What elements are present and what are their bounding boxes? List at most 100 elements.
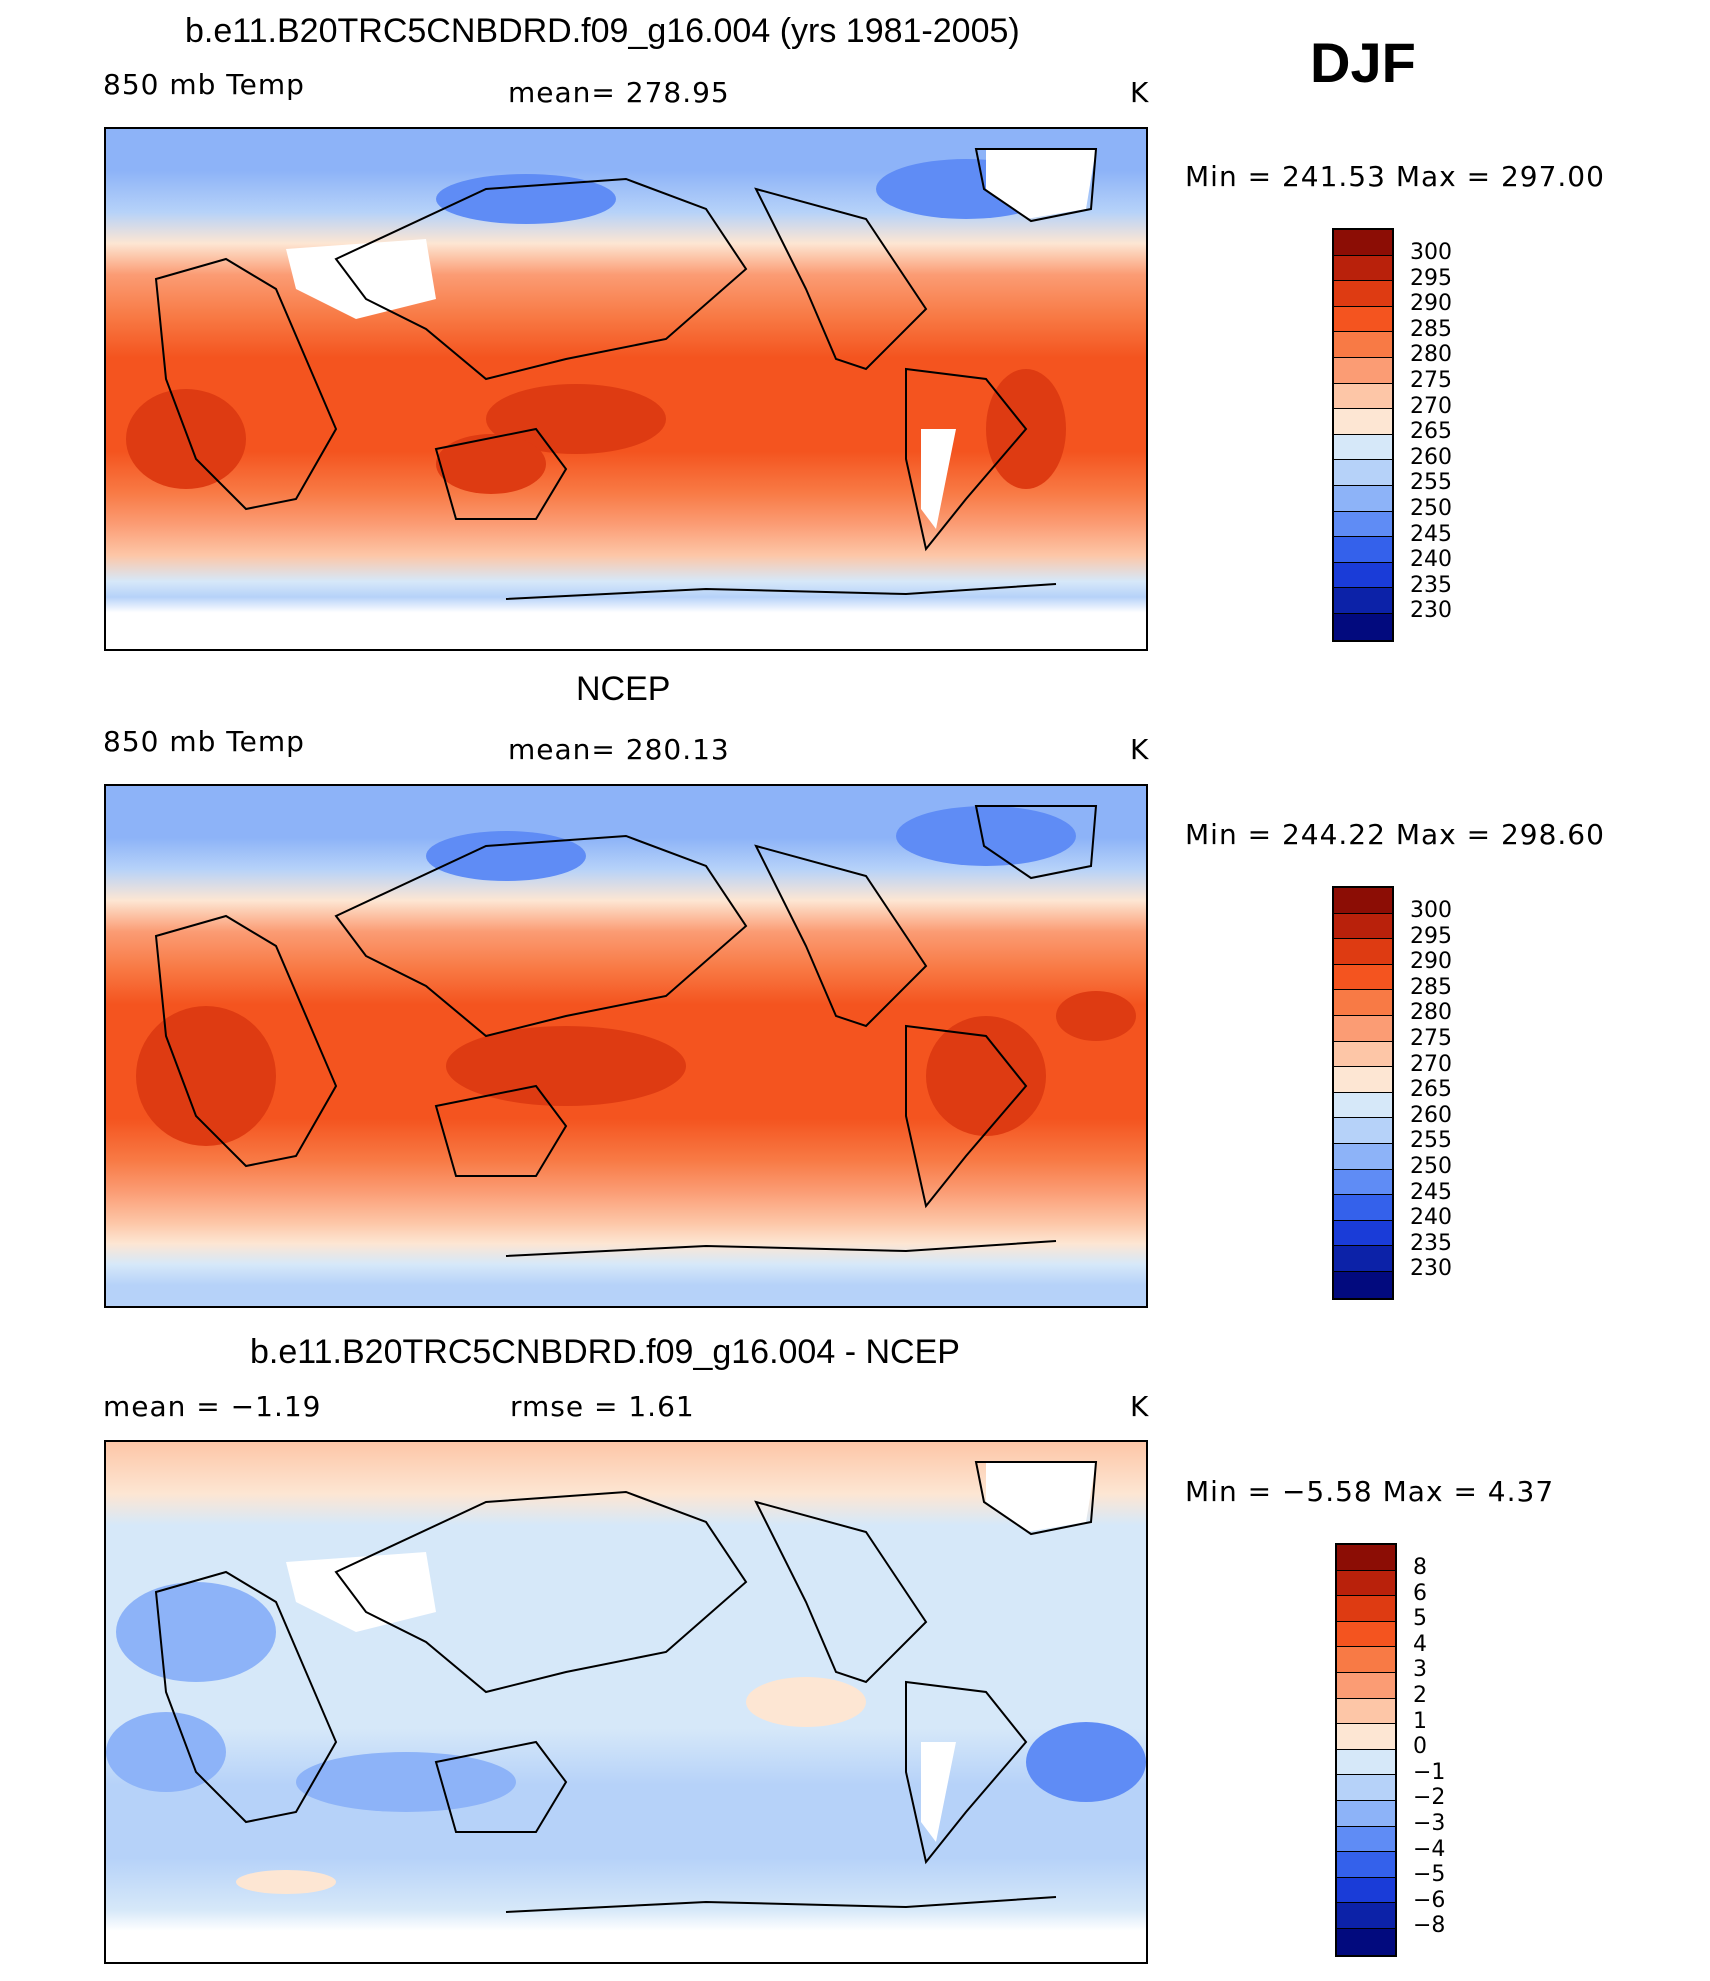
colorbar-swatch	[1334, 562, 1392, 589]
colorbar-swatch	[1334, 1041, 1392, 1068]
colorbar-tick-label: 300	[1410, 240, 1452, 265]
colorbar-tick-label: −6	[1413, 1887, 1446, 1913]
colorbar-swatch	[1334, 613, 1392, 640]
colorbar-tick-label: 3	[1413, 1657, 1427, 1683]
colorbar-tick-label: 240	[1410, 547, 1452, 573]
colorbar-tick-label: −4	[1413, 1836, 1446, 1862]
colorbar-tick-label: 280	[1410, 1000, 1452, 1026]
colorbar-swatch	[1337, 1647, 1395, 1673]
colorbar-swatch	[1334, 990, 1392, 1016]
colorbar-swatch	[1334, 1169, 1392, 1196]
colorbar-tick-label: 250	[1410, 1154, 1452, 1179]
colorbar-diff	[1335, 1543, 1397, 1957]
colorbar-tick-label: 0	[1413, 1734, 1427, 1760]
colorbar-obs	[1332, 886, 1394, 1300]
colorbar-swatch	[1334, 460, 1392, 486]
colorbar-swatch	[1334, 1246, 1392, 1272]
colorbar-swatch	[1337, 1903, 1395, 1929]
colorbar-tick-label: −3	[1413, 1811, 1446, 1836]
colorbar-tick-label: 8	[1413, 1555, 1427, 1580]
colorbar-tick-label: 230	[1410, 598, 1452, 624]
colorbar-tick-label: 5	[1413, 1606, 1427, 1632]
colorbar-tick-label: 1	[1413, 1708, 1427, 1734]
colorbar-swatch	[1334, 964, 1392, 991]
minmax-label-model: Min = 241.53 Max = 297.00	[1185, 160, 1605, 193]
map-field-obs	[106, 786, 1146, 1306]
colorbar-swatch	[1334, 913, 1392, 940]
colorbar-swatch	[1334, 1195, 1392, 1221]
colorbar-swatch	[1334, 281, 1392, 307]
colorbar-tick-label: 255	[1410, 1128, 1452, 1154]
colorbar-swatch	[1334, 1015, 1392, 1042]
colorbar-swatch	[1334, 1092, 1392, 1119]
colorbar-tick-label: 285	[1410, 316, 1452, 342]
colorbar-tick-label: 265	[1410, 1077, 1452, 1103]
colorbar-swatch	[1334, 939, 1392, 965]
colorbar-swatch	[1334, 1118, 1392, 1144]
colorbar-tick-label: 6	[1413, 1580, 1427, 1606]
colorbar-swatch	[1334, 306, 1392, 333]
colorbar-swatch	[1334, 255, 1392, 282]
map-panel-diff	[104, 1440, 1148, 1964]
colorbar-swatch	[1337, 1852, 1395, 1878]
colorbar-swatch	[1334, 409, 1392, 435]
panel-unit-label-model: K	[1130, 76, 1150, 109]
colorbar-swatch	[1337, 1749, 1395, 1776]
colorbar-swatch	[1337, 1826, 1395, 1853]
colorbar-swatch	[1337, 1596, 1395, 1622]
colorbar-swatch	[1334, 888, 1392, 914]
colorbar-tick-label: 235	[1410, 572, 1452, 598]
colorbar-tick-label: 270	[1410, 393, 1452, 419]
colorbar-tick-label: 240	[1410, 1205, 1452, 1231]
season-label: DJF	[1310, 31, 1416, 94]
colorbar-tick-label: 260	[1410, 444, 1452, 470]
colorbar-swatch	[1337, 1545, 1395, 1571]
panel-unit-label-obs: K	[1130, 733, 1150, 766]
panel-mean-label-obs: mean= 280.13	[508, 733, 730, 766]
colorbar-tick-label: 4	[1413, 1631, 1427, 1657]
colorbar-tick-label: 300	[1410, 898, 1452, 923]
colorbar-tick-label: 245	[1410, 1179, 1452, 1205]
colorbar-tick-label: 2	[1413, 1683, 1427, 1708]
colorbar-tick-label: 280	[1410, 342, 1452, 368]
colorbar-tick-label: −1	[1413, 1759, 1446, 1785]
colorbar-swatch	[1337, 1877, 1395, 1904]
colorbar-tick-label: 230	[1410, 1256, 1452, 1282]
colorbar-swatch	[1337, 1672, 1395, 1699]
colorbar-swatch	[1337, 1800, 1395, 1827]
colorbar-swatch	[1334, 485, 1392, 512]
colorbar-tick-label: 285	[1410, 974, 1452, 1000]
colorbar-tick-label: 290	[1410, 949, 1452, 975]
colorbar-swatch	[1337, 1724, 1395, 1750]
panel-rmse-label-diff: rmse = 1.61	[510, 1390, 695, 1423]
colorbar-tick-label: 265	[1410, 419, 1452, 445]
panel-title-diff: b.e11.B20TRC5CNBDRD.f09_g16.004 - NCEP	[250, 1333, 960, 1371]
minmax-label-diff: Min = −5.58 Max = 4.37	[1185, 1475, 1555, 1508]
colorbar-tick-label: 245	[1410, 521, 1452, 547]
colorbar-swatch	[1337, 1621, 1395, 1648]
colorbar-swatch	[1334, 537, 1392, 563]
colorbar-swatch	[1334, 588, 1392, 614]
colorbar-tick-label: 250	[1410, 496, 1452, 521]
colorbar-swatch	[1334, 332, 1392, 358]
panel-left-label-model: 850 mb Temp	[103, 68, 305, 101]
colorbar-tick-label: 295	[1410, 265, 1452, 291]
colorbar-swatch	[1334, 1067, 1392, 1093]
colorbar-swatch	[1334, 1143, 1392, 1170]
panel-left-label-obs: 850 mb Temp	[103, 725, 305, 758]
colorbar-swatch	[1337, 1775, 1395, 1801]
colorbar-tick-label: 290	[1410, 291, 1452, 317]
colorbar-tick-label: 260	[1410, 1102, 1452, 1128]
colorbar-swatch	[1337, 1698, 1395, 1725]
colorbar-tick-label: 275	[1410, 368, 1452, 393]
panel-title-model: b.e11.B20TRC5CNBDRD.f09_g16.004 (yrs 198…	[185, 12, 1020, 50]
colorbar-tick-label: −5	[1413, 1862, 1446, 1888]
panel-mean-label-diff: mean = −1.19	[103, 1390, 322, 1423]
map-field-model	[106, 129, 1146, 649]
colorbar-swatch	[1334, 357, 1392, 384]
colorbar-tick-label: 275	[1410, 1026, 1452, 1051]
colorbar-swatch	[1337, 1570, 1395, 1597]
panel-mean-label-model: mean= 278.95	[508, 76, 730, 109]
colorbar-swatch	[1334, 383, 1392, 410]
colorbar-tick-label: 235	[1410, 1230, 1452, 1256]
